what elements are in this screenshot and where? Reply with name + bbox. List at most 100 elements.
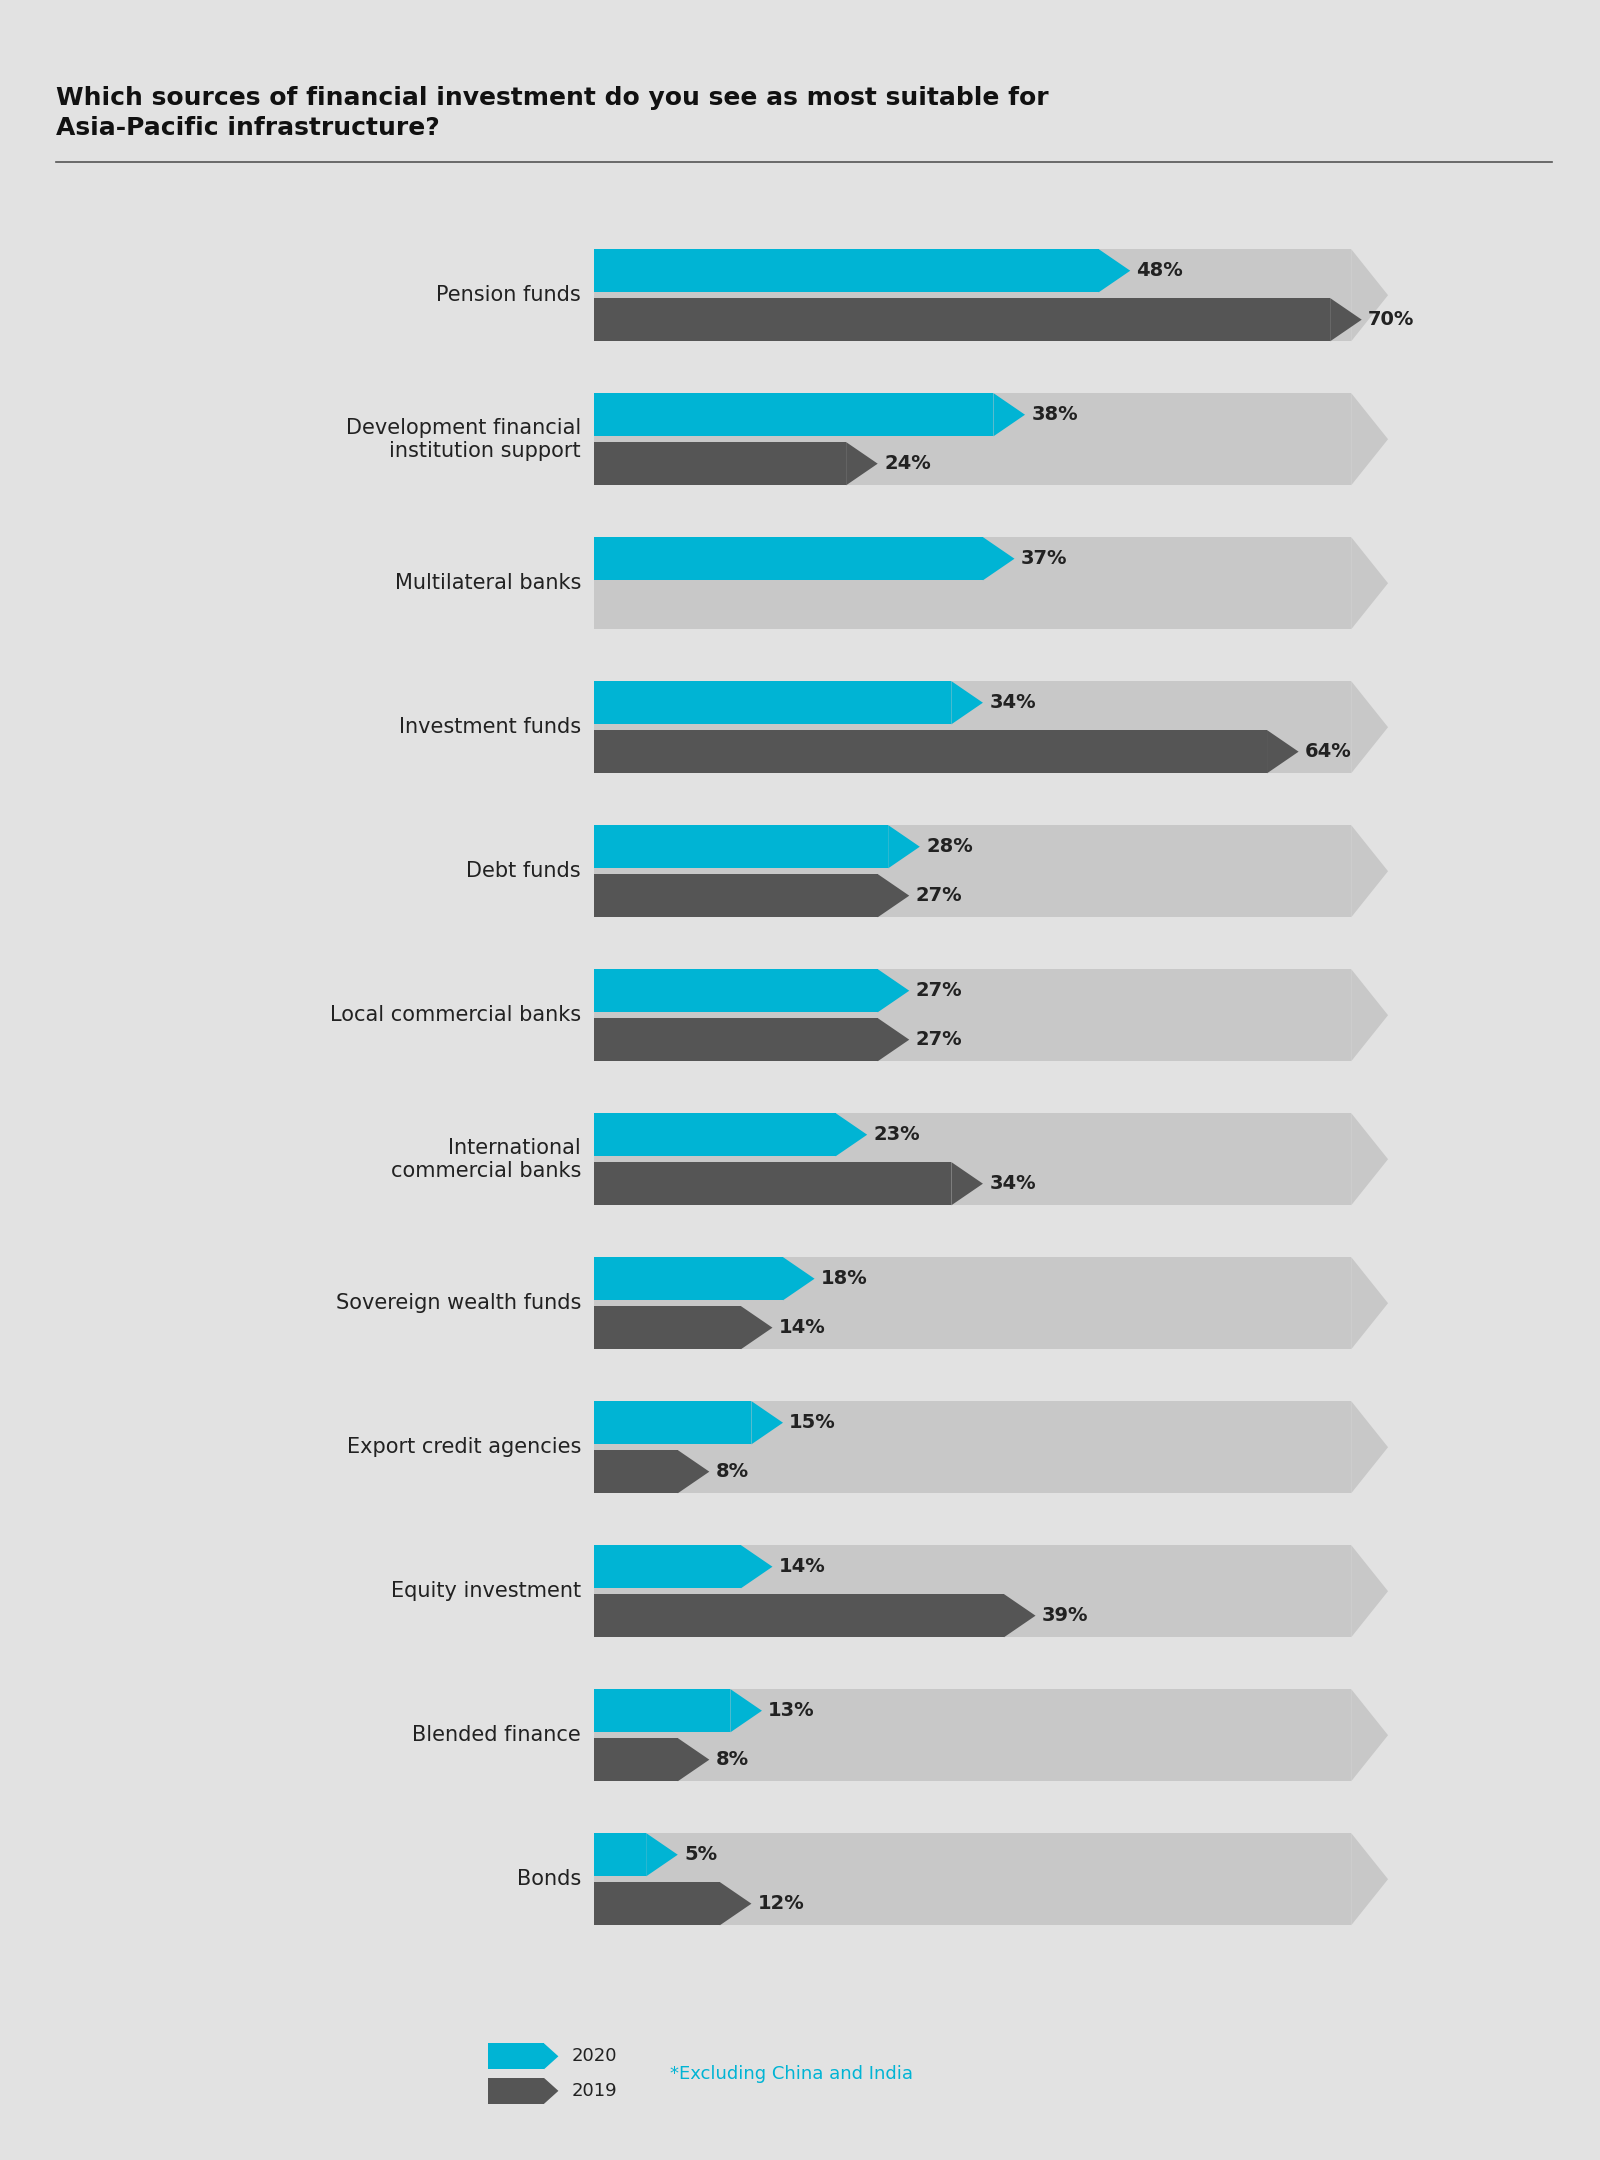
Text: 24%: 24% — [885, 454, 931, 473]
Polygon shape — [888, 825, 920, 868]
Text: 27%: 27% — [915, 886, 962, 905]
Text: 27%: 27% — [915, 981, 962, 1000]
Polygon shape — [878, 875, 909, 918]
Bar — [594, 538, 1352, 629]
Polygon shape — [1003, 1594, 1035, 1637]
Bar — [594, 1689, 1352, 1782]
Text: *Excluding China and India: *Excluding China and India — [670, 2065, 914, 2082]
Text: Equity investment: Equity investment — [390, 1581, 581, 1601]
Text: Export credit agencies: Export credit agencies — [347, 1436, 581, 1458]
Polygon shape — [1352, 393, 1389, 486]
Polygon shape — [1352, 825, 1389, 918]
Polygon shape — [952, 680, 982, 724]
Bar — [594, 1834, 1352, 1925]
Polygon shape — [752, 1402, 782, 1445]
Text: 18%: 18% — [821, 1270, 867, 1287]
Text: 2019: 2019 — [571, 2082, 618, 2100]
Text: 2020: 2020 — [571, 2048, 616, 2065]
Bar — [594, 1739, 678, 1782]
Bar — [594, 298, 1330, 341]
Polygon shape — [878, 970, 909, 1013]
Polygon shape — [741, 1544, 773, 1588]
Bar — [594, 1257, 1352, 1350]
Bar — [594, 1112, 835, 1156]
Bar — [594, 248, 1099, 292]
Polygon shape — [1352, 248, 1389, 341]
Polygon shape — [1099, 248, 1130, 292]
Bar — [594, 730, 1267, 773]
Text: Development financial
institution support: Development financial institution suppor… — [346, 417, 581, 460]
Text: 14%: 14% — [779, 1318, 826, 1337]
Text: 13%: 13% — [768, 1702, 814, 1719]
Bar — [594, 970, 878, 1013]
Text: Investment funds: Investment funds — [398, 717, 581, 737]
Text: 5%: 5% — [685, 1845, 717, 1864]
Polygon shape — [1352, 538, 1389, 629]
Bar — [594, 1594, 1003, 1637]
Polygon shape — [646, 1834, 678, 1877]
Bar — [594, 443, 846, 486]
Polygon shape — [741, 1307, 773, 1350]
Polygon shape — [544, 2043, 558, 2069]
Polygon shape — [846, 443, 878, 486]
Bar — [594, 248, 1352, 341]
Bar — [594, 1257, 782, 1300]
Polygon shape — [1352, 1544, 1389, 1637]
Polygon shape — [1352, 1257, 1389, 1350]
Text: Bonds: Bonds — [517, 1868, 581, 1890]
Polygon shape — [1330, 298, 1362, 341]
Bar — [594, 1112, 1352, 1205]
Bar — [594, 1017, 878, 1061]
Bar — [594, 1162, 952, 1205]
Text: 38%: 38% — [1032, 406, 1078, 423]
Bar — [488, 2043, 544, 2069]
Text: International
commercial banks: International commercial banks — [390, 1138, 581, 1182]
Polygon shape — [544, 2078, 558, 2104]
Text: 34%: 34% — [989, 693, 1035, 713]
Bar — [594, 1449, 678, 1493]
Polygon shape — [1352, 1689, 1389, 1782]
Text: 12%: 12% — [758, 1894, 805, 1914]
Text: 64%: 64% — [1306, 743, 1352, 760]
Text: 39%: 39% — [1042, 1607, 1088, 1624]
Bar — [594, 393, 1352, 486]
Polygon shape — [782, 1257, 814, 1300]
Polygon shape — [678, 1739, 709, 1782]
Polygon shape — [1352, 1402, 1389, 1493]
Text: 15%: 15% — [789, 1413, 837, 1432]
Bar — [594, 680, 952, 724]
Bar — [594, 1544, 741, 1588]
Text: 70%: 70% — [1368, 311, 1414, 328]
Text: Debt funds: Debt funds — [466, 862, 581, 881]
Bar — [594, 1402, 752, 1445]
Bar — [594, 825, 888, 868]
Polygon shape — [994, 393, 1026, 436]
Text: 8%: 8% — [715, 1750, 749, 1769]
Bar — [594, 875, 878, 918]
Polygon shape — [982, 538, 1014, 581]
Polygon shape — [952, 1162, 982, 1205]
Text: Which sources of financial investment do you see as most suitable for
Asia-Pacif: Which sources of financial investment do… — [56, 86, 1048, 140]
Polygon shape — [1267, 730, 1299, 773]
Bar — [488, 2078, 544, 2104]
Bar — [594, 1402, 1352, 1493]
Bar — [594, 538, 982, 581]
Bar — [594, 1689, 730, 1732]
Polygon shape — [878, 1017, 909, 1061]
Text: Local commercial banks: Local commercial banks — [330, 1004, 581, 1026]
Polygon shape — [1352, 680, 1389, 773]
Polygon shape — [730, 1689, 762, 1732]
Text: Pension funds: Pension funds — [437, 285, 581, 305]
Polygon shape — [678, 1449, 709, 1493]
Text: 34%: 34% — [989, 1175, 1035, 1192]
Bar — [594, 680, 1352, 773]
Text: 14%: 14% — [779, 1557, 826, 1577]
Text: Multilateral banks: Multilateral banks — [395, 572, 581, 594]
Text: 28%: 28% — [926, 838, 973, 855]
Bar — [594, 1881, 720, 1925]
Polygon shape — [835, 1112, 867, 1156]
Bar — [594, 1834, 646, 1877]
Polygon shape — [1352, 1112, 1389, 1205]
Bar — [594, 970, 1352, 1061]
Bar — [594, 1544, 1352, 1637]
